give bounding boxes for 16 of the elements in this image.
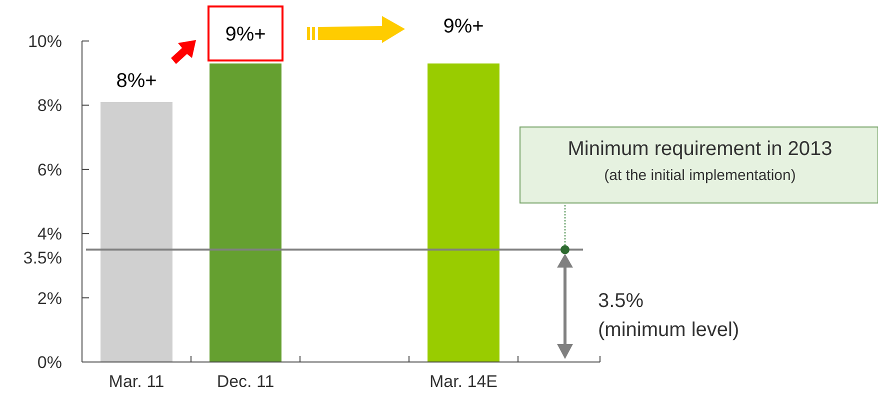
text: 3.5% (minimum level) <box>598 290 740 341</box>
callout-box: Minimum requirement in 2013 (at the initial implementation) <box>520 126 878 204</box>
y-tick-label: 8% <box>37 96 62 116</box>
x-tick-label: Mar. 11 <box>108 372 164 391</box>
y-tick-label: 4% <box>37 224 62 244</box>
y-tick-label: 0% <box>37 352 62 372</box>
data-label: 9%+ <box>443 15 484 38</box>
data-label: 9%+ <box>225 23 266 46</box>
x-tick-label: Dec. 11 <box>216 372 274 391</box>
y-tick-label: 6% <box>37 160 62 180</box>
x-tick-label: Mar. 14E <box>429 372 498 391</box>
annotation: Minimum requirement in 2013 (at the initial implementation) <box>568 138 832 184</box>
y-tick-label: 10% <box>28 32 62 51</box>
ref-line-label: 3.5% <box>23 248 62 268</box>
data-label: 8%+ <box>116 70 157 92</box>
y-tick-label: 2% <box>37 288 62 308</box>
